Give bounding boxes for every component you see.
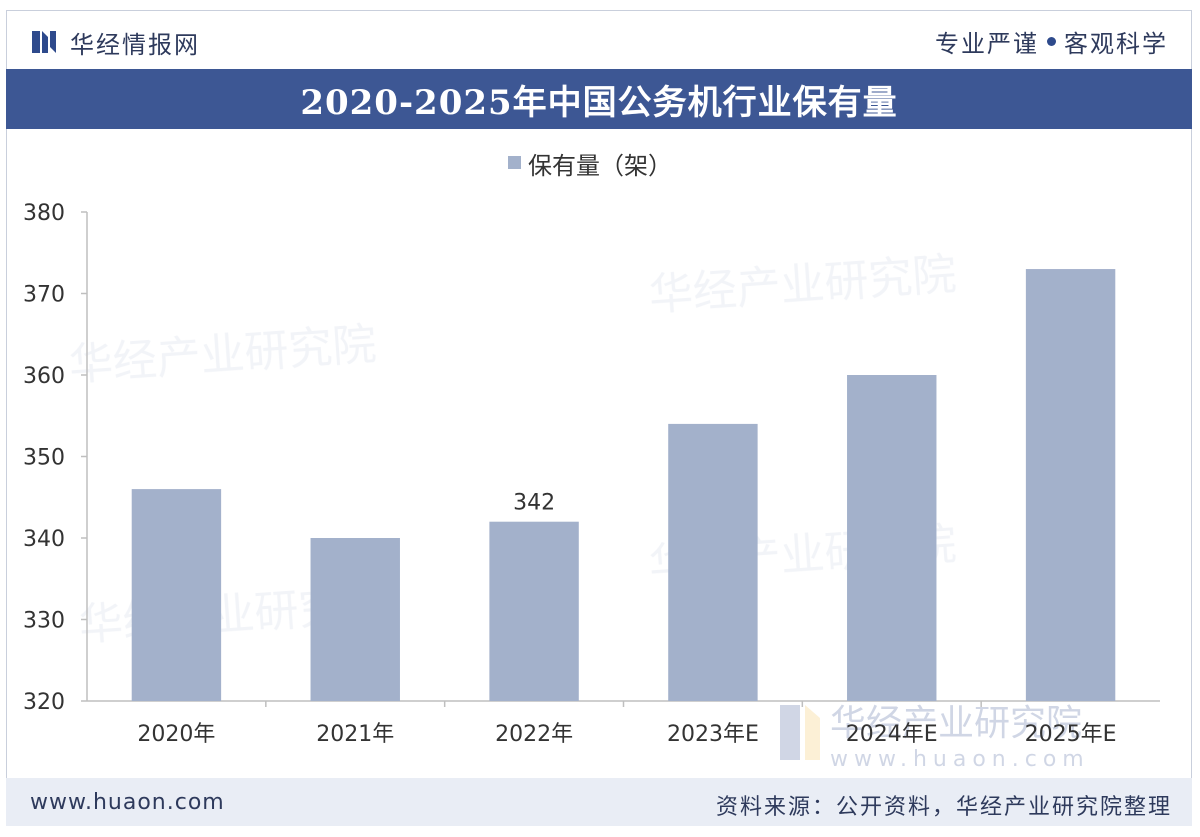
slogan-right: 客观科学 xyxy=(1064,29,1168,58)
footer-url: www.huaon.com xyxy=(30,790,225,815)
legend: 保有量（架） xyxy=(508,152,672,180)
watermark-url: www.huaon.com xyxy=(830,747,1090,772)
y-ticks: 320 330 340 350 360 370 380 xyxy=(23,201,87,715)
slogan-left: 专业严谨 xyxy=(935,29,1039,58)
brand-name: 华经情报网 xyxy=(70,30,200,59)
x-tick-label: 2022年 xyxy=(495,722,573,747)
x-tick-label: 2020年 xyxy=(137,722,215,747)
y-tick-label: 340 xyxy=(23,527,65,552)
chart-title: 2020-2025年中国公务机行业保有量 xyxy=(300,82,898,123)
watermark-text: 华经产业研究院 xyxy=(67,319,378,391)
x-tick-label: 2024年E xyxy=(846,722,938,747)
bar xyxy=(668,423,758,701)
watermark-bottom: 华经产业研究院 www.huaon.com xyxy=(780,703,1090,772)
watermark-text: 华经产业研究院 xyxy=(647,249,958,321)
x-tick-label: 2023年E xyxy=(667,722,759,747)
y-tick-label: 370 xyxy=(23,283,65,308)
x-tick-label: 2021年 xyxy=(316,722,394,747)
data-label: 342 xyxy=(513,491,555,516)
brand-logo-icon xyxy=(32,31,56,53)
y-tick-label: 380 xyxy=(23,201,65,226)
bullet-dot-icon xyxy=(1047,36,1056,46)
x-ticks: 2020年 2021年 2022年 2023年E 2024年E 2025年E xyxy=(137,701,1117,747)
bar xyxy=(489,521,579,701)
watermark-text: 华经产业研究院 xyxy=(830,703,1082,744)
y-tick-label: 360 xyxy=(23,364,65,389)
legend-swatch xyxy=(508,156,521,169)
bar xyxy=(847,375,937,701)
bar xyxy=(1025,269,1116,701)
legend-label: 保有量（架） xyxy=(528,152,672,180)
bar xyxy=(131,489,222,701)
slogan: 专业严谨 客观科学 xyxy=(935,24,1168,58)
title-bar: 2020-2025年中国公务机行业保有量 xyxy=(6,69,1192,129)
data-labels: 342 xyxy=(513,491,555,516)
x-tick-label: 2025年E xyxy=(1025,722,1117,747)
y-tick-label: 320 xyxy=(23,690,65,715)
bars xyxy=(131,269,1116,701)
brand: 华经情报网 xyxy=(30,25,200,59)
footer: www.huaon.com 资料来源：公开资料，华经产业研究院整理 xyxy=(6,778,1192,826)
y-tick-label: 330 xyxy=(23,609,65,634)
footer-source: 资料来源：公开资料，华经产业研究院整理 xyxy=(715,795,1172,820)
bar xyxy=(310,538,400,701)
y-tick-label: 350 xyxy=(23,446,65,471)
